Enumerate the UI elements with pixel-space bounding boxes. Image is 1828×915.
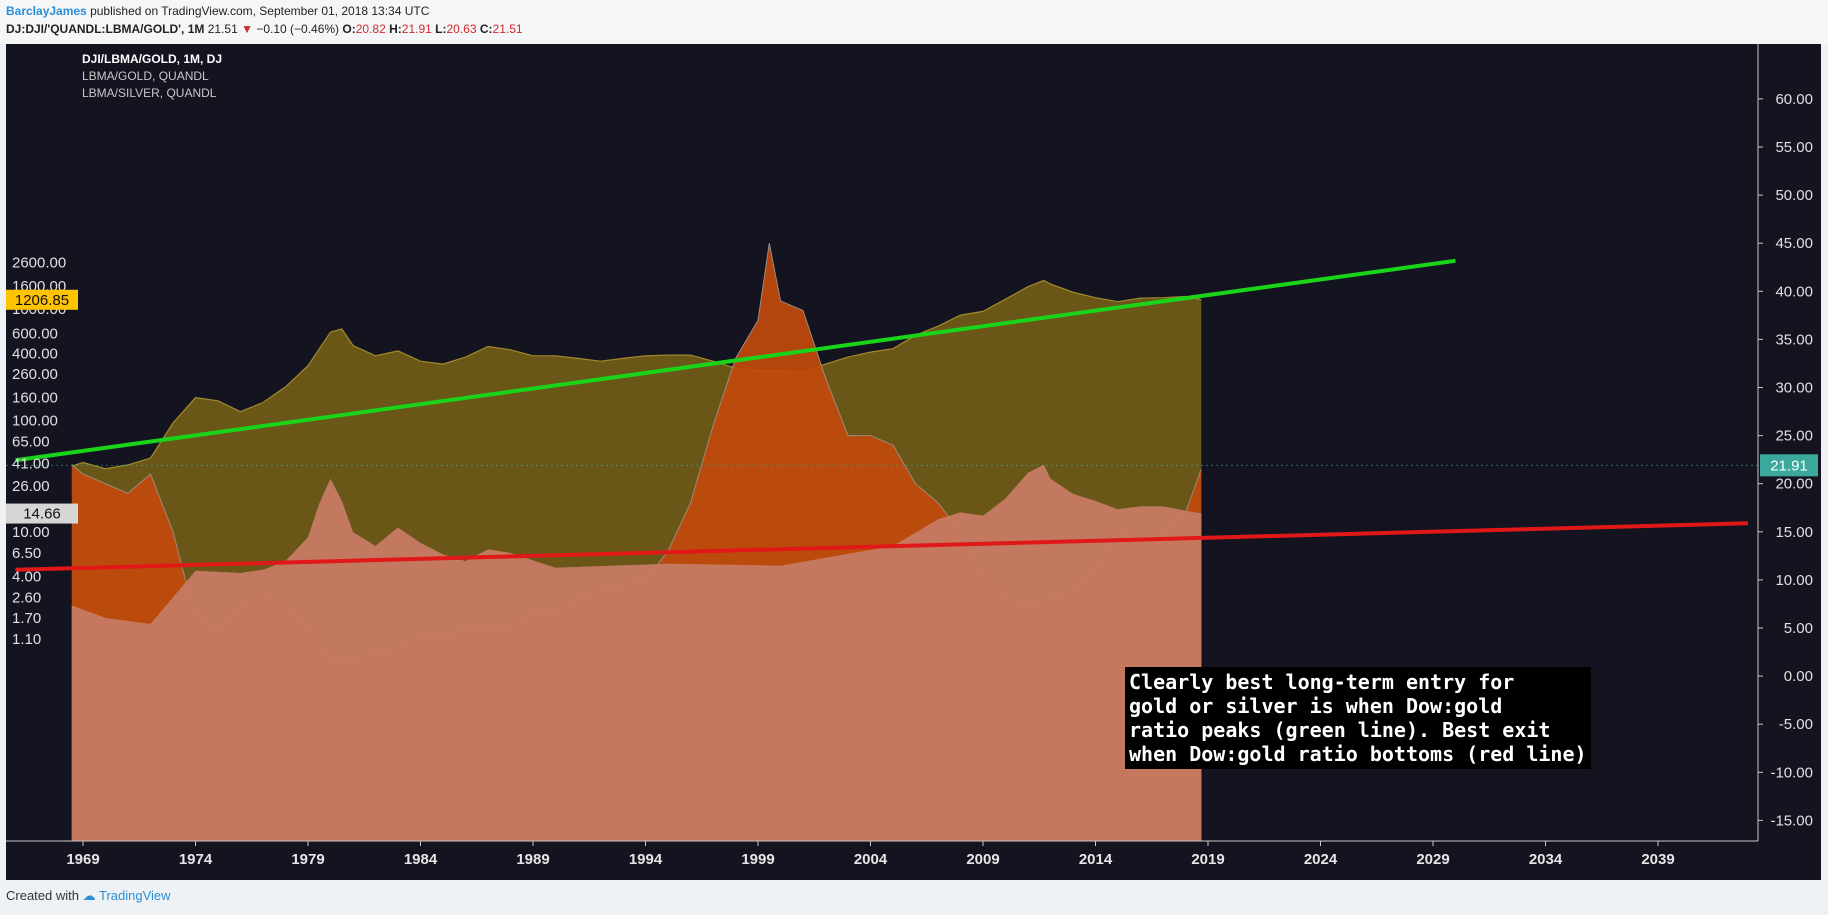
- tradingview-logo-icon[interactable]: ☁: [82, 888, 96, 903]
- red-trendline[interactable]: [15, 521, 1749, 572]
- symbol-line: DJ:DJI/'QUANDL:LBMA/GOLD', 1M 21.51 ▼ −0…: [6, 22, 523, 36]
- silver-price-badge: [6, 503, 78, 524]
- right-tick-label: -15.00: [1770, 812, 1813, 829]
- high-label: H:: [389, 22, 402, 36]
- right-tick-label: 15.00: [1775, 524, 1813, 541]
- right-tick-label: 5.00: [1784, 620, 1813, 637]
- chart-header: BarclayJames published on TradingView.co…: [0, 0, 1828, 44]
- left-tick-label: 6.50: [12, 545, 41, 562]
- left-tick-label: 41.00: [12, 456, 50, 473]
- right-tick-label: 50.00: [1775, 187, 1813, 204]
- x-tick-label: 1994: [629, 851, 663, 868]
- down-arrow-icon: ▼: [241, 22, 253, 36]
- gold-price-badge: [6, 289, 78, 310]
- x-tick-label: 2029: [1416, 851, 1449, 868]
- x-tick-label: 2004: [854, 851, 888, 868]
- annotation-text: Clearly best long-term entry for gold or…: [1125, 667, 1591, 769]
- left-tick-label: 1.70: [12, 610, 41, 627]
- left-tick-label: 600.00: [12, 326, 58, 343]
- low-label: L:: [435, 22, 447, 36]
- x-tick-label: 2019: [1191, 851, 1224, 868]
- publish-line: BarclayJames published on TradingView.co…: [6, 4, 429, 18]
- right-tick-label: 30.00: [1775, 380, 1813, 397]
- left-tick-label: 100.00: [12, 412, 58, 429]
- green-trendline[interactable]: [15, 258, 1456, 463]
- right-tick-label: 45.00: [1775, 235, 1813, 252]
- left-tick-label: 160.00: [12, 390, 58, 407]
- legend-entry-gold[interactable]: LBMA/GOLD, QUANDL: [82, 69, 209, 83]
- left-tick-label: 26.00: [12, 478, 50, 495]
- left-tick-label: 2.60: [12, 589, 41, 606]
- left-tick-label: 1.10: [12, 631, 41, 648]
- left-tick-label: 2600.00: [12, 255, 66, 272]
- right-tick-label: 55.00: [1775, 139, 1813, 156]
- badge-label: 21.91: [1770, 457, 1808, 474]
- badge-label: 1206.85: [15, 292, 69, 309]
- last-price: 21.51: [207, 22, 238, 36]
- publish-info: published on TradingView.com, September …: [90, 4, 430, 18]
- left-tick-label: 400.00: [12, 345, 58, 362]
- chart-svg[interactable]: 1969 1974 1979 1984 1989 1994 1999 2004 2009 2014…: [6, 44, 1821, 880]
- right-tick-label: 10.00: [1775, 572, 1813, 589]
- ratio-price-badge: [1760, 454, 1818, 477]
- right-tick-label: -10.00: [1770, 764, 1813, 781]
- x-tick-label: 1974: [179, 851, 213, 868]
- right-tick-label: 20.00: [1775, 476, 1813, 493]
- close-label: C:: [479, 22, 493, 36]
- left-tick-label: 4.00: [12, 568, 41, 585]
- high-value: 21.91: [401, 22, 432, 36]
- symbol-name: DJ:DJI/'QUANDL:LBMA/GOLD', 1M: [6, 22, 205, 36]
- created-with: Created with: [6, 888, 79, 903]
- tradingview-link[interactable]: TradingView: [99, 888, 171, 903]
- right-tick-label: -5.00: [1779, 716, 1813, 733]
- price-change: −0.10 (−0.46%): [256, 22, 340, 36]
- chart-panel[interactable]: 1969 1974 1979 1984 1989 1994 1999 2004 2009 2014…: [6, 44, 1821, 880]
- x-tick-label: 1989: [516, 851, 549, 868]
- x-tick-label: 2014: [1079, 851, 1113, 868]
- gold-line: [71, 279, 1202, 470]
- right-tick-label: 35.00: [1775, 331, 1813, 348]
- right-tick-label: 25.00: [1775, 428, 1813, 445]
- badge-label: 14.66: [23, 506, 61, 523]
- x-tick-label: 1999: [741, 851, 774, 868]
- close-value: 21.51: [492, 22, 523, 36]
- open-label: O:: [342, 22, 356, 36]
- x-tick-label: 2024: [1304, 851, 1338, 868]
- legend-entry-ratio[interactable]: DJI/LBMA/GOLD, 1M, DJ: [82, 52, 223, 66]
- x-tick-label: 1979: [291, 851, 324, 868]
- left-tick-label: 10.00: [12, 524, 50, 541]
- x-tick-label: 1984: [404, 851, 438, 868]
- author-link[interactable]: BarclayJames: [6, 4, 87, 18]
- right-tick-label: 40.00: [1775, 283, 1813, 300]
- low-value: 20.63: [446, 22, 477, 36]
- left-tick-label: 260.00: [12, 366, 58, 383]
- open-value: 20.82: [355, 22, 386, 36]
- x-tick-label: 1969: [66, 851, 99, 868]
- x-tick-label: 2009: [966, 851, 999, 868]
- footer: Created with ☁ TradingView: [6, 888, 171, 904]
- right-tick-label: 60.00: [1775, 91, 1813, 108]
- x-tick-label: 2039: [1641, 851, 1674, 868]
- left-tick-label: 65.00: [12, 433, 50, 450]
- right-tick-label: 0.00: [1784, 668, 1813, 685]
- legend-entry-silver[interactable]: LBMA/SILVER, QUANDL: [82, 86, 217, 100]
- x-tick-label: 2034: [1529, 851, 1563, 868]
